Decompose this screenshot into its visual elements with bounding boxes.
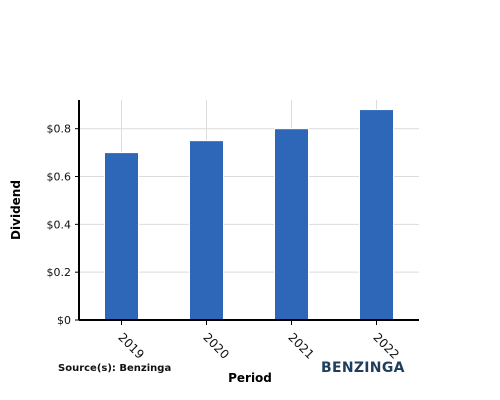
y-tick-label: $0 <box>57 314 71 327</box>
y-tick-label: $0.8 <box>47 123 72 136</box>
y-tick-label: $0.4 <box>47 218 72 231</box>
benzinga-logo: BENZINGA <box>321 360 405 376</box>
axes <box>78 100 419 321</box>
bar-2022 <box>359 109 394 321</box>
bar-2020 <box>189 140 224 321</box>
y-tick-label: $0.2 <box>47 266 72 279</box>
y-tick-label: $0.6 <box>47 171 72 184</box>
bar-2021 <box>274 128 309 321</box>
x-tick-label: 2021 <box>285 330 316 361</box>
x-tick-label: 2022 <box>370 330 401 361</box>
source-note: Source(s): Benzinga <box>58 363 172 374</box>
y-ticks: $0 $0.2 $0.4 $0.6 $0.8 <box>47 123 79 327</box>
bar-2019 <box>104 152 139 321</box>
x-tick-label: 2019 <box>115 330 146 361</box>
x-ticks: 2019 2020 2021 2022 <box>115 320 402 362</box>
y-axis-label: Dividend <box>9 180 23 240</box>
x-tick-label: 2020 <box>200 330 231 361</box>
bars <box>104 109 394 321</box>
x-axis-label: Period <box>228 371 272 385</box>
